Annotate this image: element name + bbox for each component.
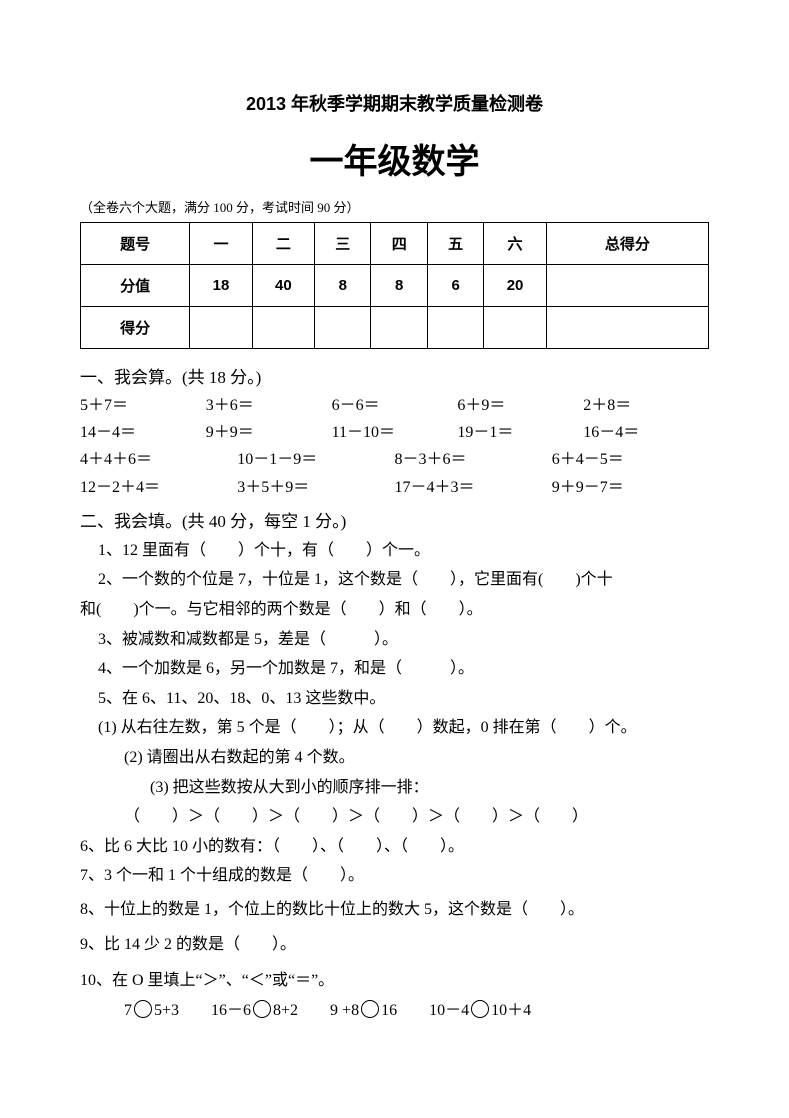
cell: 18 [190, 265, 252, 307]
arith-cell: 9＋9＝ [206, 419, 332, 446]
arith-cell: 6－6＝ [332, 392, 458, 419]
arith-cell: 5＋7＝ [80, 392, 206, 419]
th: 三 [315, 223, 371, 265]
score-table: 题号 一 二 三 四 五 六 总得分 分值 18 40 8 8 6 20 得分 [80, 222, 709, 349]
text: 10＋4 [491, 1002, 531, 1019]
cell [546, 307, 708, 349]
blank-circle-icon [361, 1000, 379, 1018]
section-heading-1: 一、我会算。(共 18 分。) [80, 363, 709, 388]
th: 五 [427, 223, 483, 265]
question: (2) 请圈出从右数起的第 4 个数。 [80, 743, 709, 773]
arith-cell: 11－10＝ [332, 419, 458, 446]
arith-row: 5＋7＝ 3＋6＝ 6－6＝ 6＋9＝ 2＋8＝ [80, 392, 709, 419]
cell: 8 [315, 265, 371, 307]
question-10b: 7 5+3 16－6 8+2 9 +8 16 10－4 10＋4 [80, 996, 709, 1026]
text: 8+2 9 +8 [273, 1002, 359, 1019]
cell [427, 307, 483, 349]
arith-cell: 19－1＝ [457, 419, 583, 446]
arith-row: 4＋4＋6＝ 10－1－9＝ 8－3＋6＝ 6＋4－5＝ [80, 446, 709, 473]
question: (3) 把这些数按从大到小的顺序排一排： [80, 773, 709, 803]
text: 7 [124, 1002, 132, 1019]
question: 6、比 6 大比 10 小的数有：（ ）、（ ）、（ ）。 [80, 832, 709, 862]
blank-circle-icon [253, 1000, 271, 1018]
arith-cell: 9＋9－7＝ [552, 474, 709, 501]
arith-row: 12－2＋4＝ 3＋5＋9＝ 17－4＋3＝ 9＋9－7＝ [80, 474, 709, 501]
table-row: 分值 18 40 8 8 6 20 [81, 265, 709, 307]
row-label: 分值 [81, 265, 190, 307]
question: (1) 从右往左数，第 5 个是（ ）；从（ ）数起，0 排在第（ ）个。 [80, 713, 709, 743]
question: 3、被减数和减数都是 5，差是（ ）。 [80, 625, 709, 655]
arith-cell: 14－4＝ [80, 419, 206, 446]
arith-cell: 6＋9＝ [457, 392, 583, 419]
exam-meta: （全卷六个大题，满分 100 分，考试时间 90 分） [80, 197, 709, 216]
cell [252, 307, 314, 349]
arith-cell: 6＋4－5＝ [552, 446, 709, 473]
text: 5+3 16－6 [154, 1002, 251, 1019]
arith-cell: 3＋5＋9＝ [237, 474, 394, 501]
th: 二 [252, 223, 314, 265]
question: 10、在 О 里填上“＞”、“＜”或“＝”。 [80, 966, 709, 996]
th: 题号 [81, 223, 190, 265]
cell [315, 307, 371, 349]
question: （ ）＞（ ）＞（ ）＞（ ）＞（ ）＞（ ） [80, 802, 709, 832]
table-row: 题号 一 二 三 四 五 六 总得分 [81, 223, 709, 265]
cell [546, 265, 708, 307]
cell: 6 [427, 265, 483, 307]
subject-title: 一年级数学 [80, 134, 709, 183]
question: 2、一个数的个位是 7，十位是 1，这个数是（ ），它里面有( )个十 [80, 565, 709, 595]
arith-cell: 10－1－9＝ [237, 446, 394, 473]
section-heading-2: 二、我会填。(共 40 分，每空 1 分。) [80, 507, 709, 532]
question: 5、在 6、11、20、18、0、13 这些数中。 [80, 684, 709, 714]
test-header: 2013 年秋季学期期末教学质量检测卷 [80, 90, 709, 116]
cell: 40 [252, 265, 314, 307]
cell [484, 307, 546, 349]
th: 一 [190, 223, 252, 265]
row-label: 得分 [81, 307, 190, 349]
arith-cell: 12－2＋4＝ [80, 474, 237, 501]
arith-cell: 3＋6＝ [206, 392, 332, 419]
cell: 8 [371, 265, 427, 307]
th: 总得分 [546, 223, 708, 265]
th: 六 [484, 223, 546, 265]
question: 7、3 个一和 1 个十组成的数是（ ）。 [80, 861, 709, 891]
cell [190, 307, 252, 349]
question: 1、12 里面有（ ）个十，有（ ）个一。 [80, 536, 709, 566]
blank-circle-icon [471, 1000, 489, 1018]
table-row: 得分 [81, 307, 709, 349]
cell [371, 307, 427, 349]
arith-cell: 2＋8＝ [583, 392, 709, 419]
blank-circle-icon [134, 1000, 152, 1018]
arith-cell: 17－4＋3＝ [395, 474, 552, 501]
arith-row: 14－4＝ 9＋9＝ 11－10＝ 19－1＝ 16－4＝ [80, 419, 709, 446]
text: 16 10－4 [381, 1002, 469, 1019]
arith-cell: 4＋4＋6＝ [80, 446, 237, 473]
question: 8、十位上的数是 1，个位上的数比十位上的数大 5，这个数是（ ）。 [80, 895, 709, 925]
question: 9、比 14 少 2 的数是（ ）。 [80, 930, 709, 960]
cell: 20 [484, 265, 546, 307]
question: 和( )个一。与它相邻的两个数是（ ）和（ ）。 [80, 595, 709, 625]
th: 四 [371, 223, 427, 265]
question: 4、一个加数是 6，另一个加数是 7，和是（ ）。 [80, 654, 709, 684]
arith-cell: 16－4＝ [583, 419, 709, 446]
arith-cell: 8－3＋6＝ [395, 446, 552, 473]
